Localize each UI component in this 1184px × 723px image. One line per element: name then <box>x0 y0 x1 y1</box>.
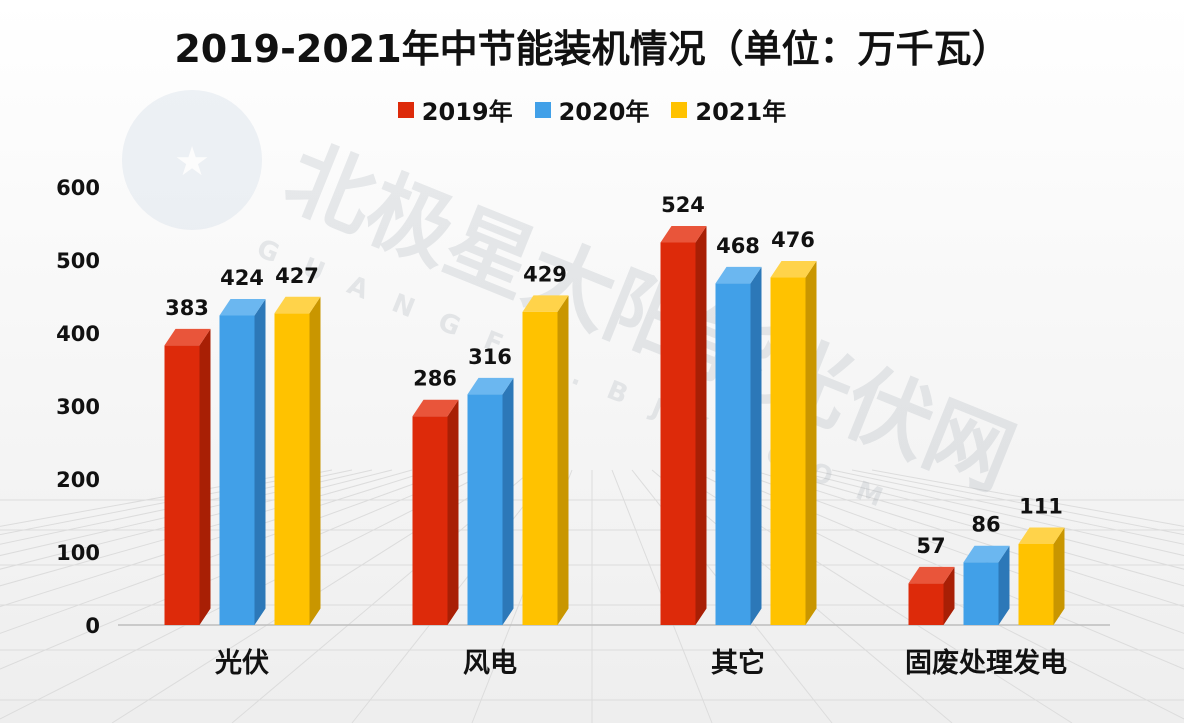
bar-side <box>695 225 707 626</box>
bar-side <box>557 295 569 625</box>
legend-swatch-2019 <box>397 101 414 118</box>
data-label: 468 <box>716 234 760 258</box>
legend-swatch-2020 <box>534 101 551 118</box>
y-tick-label: 400 <box>56 322 100 346</box>
y-tick-label: 0 <box>85 614 100 638</box>
bar-top <box>219 298 266 316</box>
data-label: 427 <box>275 264 319 288</box>
data-label: 476 <box>771 228 815 252</box>
bar <box>770 277 806 625</box>
bar-side <box>1053 527 1065 625</box>
bar-top <box>274 296 321 314</box>
bar-side <box>502 377 514 625</box>
data-label: 57 <box>916 534 945 558</box>
legend-item-2020: 2020年 <box>534 92 650 127</box>
bar <box>908 583 944 625</box>
legend-label-2020: 2020年 <box>558 98 650 126</box>
data-label: 524 <box>661 193 705 217</box>
bar-side <box>998 545 1010 625</box>
y-tick-label: 300 <box>56 395 100 419</box>
x-tick-label: 风电 <box>463 648 517 679</box>
bar-side <box>943 566 955 625</box>
y-tick-label: 100 <box>56 541 100 565</box>
bar-top <box>908 566 955 584</box>
bar-top <box>715 266 762 284</box>
bar-side <box>199 328 211 625</box>
y-tick-label: 500 <box>56 249 100 273</box>
bar <box>660 242 696 626</box>
bar <box>164 345 200 625</box>
data-label: 286 <box>413 367 457 391</box>
legend-item-2019: 2019年 <box>397 92 513 127</box>
bar-top <box>522 295 569 312</box>
bar-top <box>660 225 707 243</box>
data-label: 424 <box>220 266 264 290</box>
bar-top <box>963 545 1010 563</box>
y-tick-label: 200 <box>56 468 100 492</box>
legend-label-2019: 2019年 <box>421 98 513 126</box>
chart-title: 2019-2021年中节能装机情况（单位：万千瓦） <box>174 27 1010 71</box>
bar-top <box>770 261 817 278</box>
svg-text:★: ★ <box>174 139 210 185</box>
legend-item-2021: 2021年 <box>671 92 786 127</box>
data-label: 86 <box>971 513 1000 537</box>
bar-top <box>467 377 514 395</box>
bar-side <box>805 261 817 625</box>
x-tick-label: 其它 <box>711 647 765 679</box>
data-label: 316 <box>468 345 512 369</box>
bar-top <box>412 399 459 417</box>
bar-side <box>447 399 459 625</box>
bar <box>467 394 503 625</box>
bar <box>219 315 255 625</box>
x-tick-label: 固废处理发电 <box>905 647 1067 679</box>
bar <box>522 311 558 625</box>
bar <box>963 562 999 625</box>
bar-side <box>309 296 321 625</box>
bar-side <box>750 266 762 625</box>
data-label: 383 <box>165 296 209 320</box>
bar <box>412 416 448 625</box>
y-tick-label: 600 <box>56 176 100 200</box>
data-label: 429 <box>523 262 567 286</box>
bar <box>274 313 310 625</box>
legend-swatch-2021 <box>671 101 688 118</box>
x-tick-label: 光伏 <box>214 648 269 679</box>
watermark-logo-icon <box>122 90 262 230</box>
bar <box>715 283 751 625</box>
bar <box>1018 543 1054 625</box>
bar-top <box>1018 527 1065 544</box>
data-label: 111 <box>1019 494 1063 518</box>
bar-top <box>164 328 211 346</box>
chart-legend: 2019年 2020年 2021年 <box>0 92 1184 127</box>
legend-label-2021: 2021年 <box>695 98 787 126</box>
bar-side <box>254 298 266 625</box>
